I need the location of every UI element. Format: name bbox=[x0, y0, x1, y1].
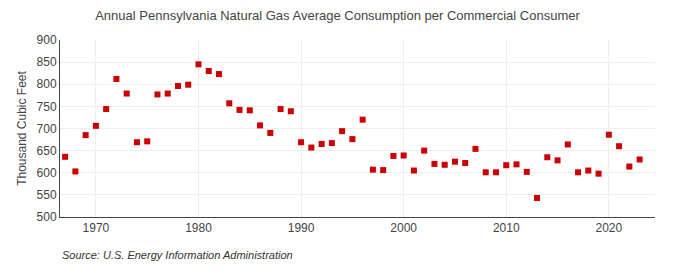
svg-text:Thousand Cubic Feet: Thousand Cubic Feet bbox=[15, 70, 29, 185]
svg-text:2010: 2010 bbox=[493, 221, 520, 235]
svg-text:Source: U.S. Energy Informatio: Source: U.S. Energy Information Administ… bbox=[62, 249, 293, 261]
svg-text:Annual Pennsylvania Natural Ga: Annual Pennsylvania Natural Gas Average … bbox=[95, 8, 580, 23]
svg-text:1980: 1980 bbox=[185, 221, 212, 235]
svg-text:750: 750 bbox=[37, 100, 57, 114]
svg-text:850: 850 bbox=[37, 55, 57, 69]
svg-text:700: 700 bbox=[37, 122, 57, 136]
svg-text:500: 500 bbox=[37, 210, 57, 224]
svg-text:2020: 2020 bbox=[595, 221, 622, 235]
svg-text:2000: 2000 bbox=[390, 221, 417, 235]
svg-text:900: 900 bbox=[37, 33, 57, 47]
svg-text:600: 600 bbox=[37, 166, 57, 180]
svg-text:1970: 1970 bbox=[83, 221, 110, 235]
svg-text:550: 550 bbox=[37, 188, 57, 202]
svg-text:800: 800 bbox=[37, 77, 57, 91]
svg-text:650: 650 bbox=[37, 144, 57, 158]
svg-text:1990: 1990 bbox=[288, 221, 315, 235]
